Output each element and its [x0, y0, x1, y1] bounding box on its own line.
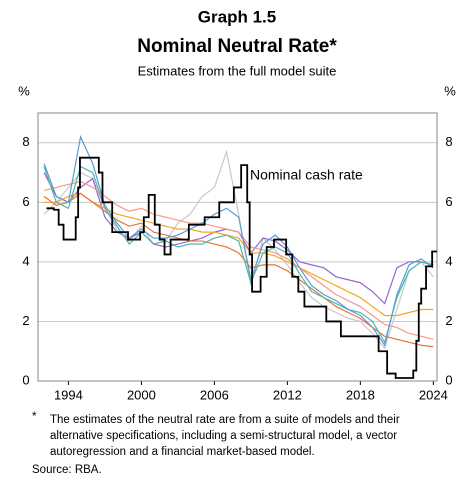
- series-line: [43, 180, 434, 340]
- y-unit: %: [18, 83, 30, 98]
- y-tick-label: 4: [445, 253, 452, 268]
- x-tick-label: 2024: [419, 387, 448, 402]
- y-tick-label: 6: [22, 194, 29, 209]
- footnote: alternative specifications, including a …: [50, 430, 397, 442]
- y-tick-label: 8: [22, 134, 29, 149]
- source: Source: RBA.: [32, 464, 102, 476]
- annotation: Nominal cash rate: [250, 167, 363, 183]
- subtitle: Estimates from the full model suite: [138, 63, 337, 78]
- x-tick-label: 1994: [54, 387, 83, 402]
- plot-frame: [37, 112, 438, 382]
- y-unit: %: [444, 83, 456, 98]
- y-tick-label: 6: [445, 194, 452, 209]
- chart-title: Nominal Neutral Rate*: [137, 36, 337, 57]
- x-tick-label: 2000: [127, 387, 156, 402]
- x-tick-label: 2012: [273, 387, 302, 402]
- supertitle: Graph 1.5: [198, 7, 276, 26]
- y-tick-label: 8: [445, 134, 452, 149]
- footnote: The estimates of the neutral rate are fr…: [50, 414, 400, 426]
- y-tick-label: 4: [22, 253, 29, 268]
- y-tick-label: 2: [445, 313, 452, 328]
- footnote-marker: *: [32, 411, 37, 423]
- series-line: [43, 165, 434, 344]
- footnote: autoregression and a financial market-ba…: [50, 446, 315, 458]
- x-tick-label: 2018: [346, 387, 375, 402]
- series-line: [46, 156, 437, 379]
- y-tick-label: 0: [445, 372, 452, 387]
- y-tick-label: 2: [22, 313, 29, 328]
- y-tick-label: 0: [22, 372, 29, 387]
- series-line: [43, 134, 434, 347]
- x-tick-label: 2006: [200, 387, 229, 402]
